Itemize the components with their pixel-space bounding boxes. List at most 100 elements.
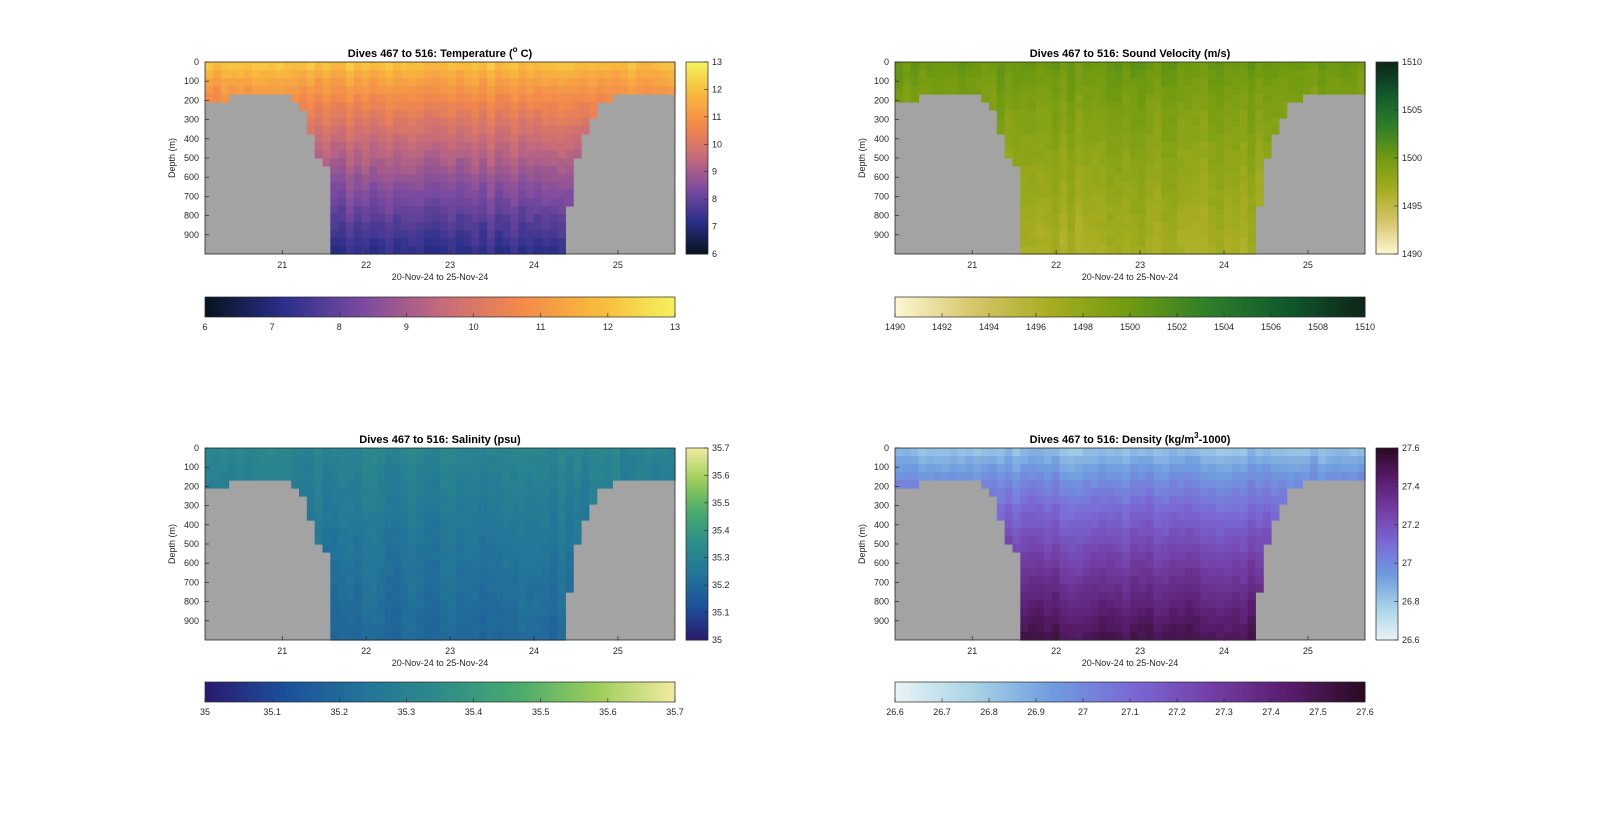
data-cell [330, 560, 339, 569]
data-cell [1106, 456, 1115, 465]
data-cell [424, 592, 433, 601]
data-cell [487, 158, 496, 167]
data-cell [588, 110, 598, 119]
data-cell [534, 512, 543, 521]
data-cell [1012, 118, 1021, 127]
data-cell [353, 456, 363, 465]
data-cell [541, 592, 551, 601]
data-cell [275, 464, 284, 473]
data-cell [377, 110, 386, 119]
colorbar-swatch [998, 682, 1004, 702]
data-cell [1184, 206, 1194, 215]
data-cell [455, 560, 465, 569]
data-cell [1137, 600, 1147, 609]
data-cell [440, 190, 449, 199]
data-cell [635, 464, 645, 473]
data-cell [1098, 150, 1108, 159]
data-cell [1114, 536, 1123, 545]
colorbar-swatch [1376, 630, 1398, 635]
data-cell [408, 206, 418, 215]
data-cell [494, 230, 504, 239]
data-cell [1161, 472, 1170, 481]
data-cell [479, 584, 488, 593]
data-cell [330, 158, 339, 167]
data-cell [361, 62, 371, 71]
colorbar-swatch [341, 297, 347, 317]
colorbar-swatch [984, 297, 990, 317]
data-cell [1106, 496, 1115, 505]
data-cell [1255, 456, 1264, 465]
data-cell [1153, 568, 1162, 577]
data-cell [651, 448, 660, 457]
data-cell [1286, 480, 1296, 489]
data-cell [1114, 78, 1123, 87]
data-cell [1325, 86, 1335, 95]
data-cell [949, 86, 959, 95]
data-cell [1137, 472, 1147, 481]
colorbar-swatch [686, 588, 708, 593]
colorbar-swatch [1376, 209, 1398, 213]
data-cell [1036, 102, 1045, 111]
colorbar-swatch [1376, 244, 1398, 249]
data-cell [1098, 190, 1108, 199]
data-cell [1192, 560, 1202, 569]
data-cell [1192, 102, 1202, 111]
colorbar-swatch [686, 448, 708, 452]
data-cell [1083, 126, 1092, 135]
colorbar-swatch [252, 682, 258, 702]
data-cell [471, 616, 480, 625]
data-cell [432, 552, 441, 561]
data-cell [494, 600, 504, 609]
data-cell [463, 608, 472, 617]
data-cell [416, 126, 425, 135]
colorbar-swatch [369, 682, 375, 702]
data-cell [385, 552, 394, 561]
data-cell [212, 94, 222, 103]
data-cell [651, 464, 660, 473]
data-cell [534, 246, 543, 255]
data-cell [330, 230, 339, 239]
data-cell [510, 230, 519, 239]
data-cell [322, 110, 331, 119]
colorbar-swatch [1376, 569, 1398, 574]
data-cell [228, 472, 237, 481]
data-cell [1208, 94, 1217, 103]
data-cell [573, 150, 582, 159]
data-cell [330, 198, 339, 207]
data-cell [1216, 584, 1225, 593]
data-cell [651, 472, 660, 481]
data-cell [1083, 182, 1092, 191]
data-cell [981, 78, 990, 87]
data-cell [549, 174, 559, 183]
data-cell [549, 488, 559, 497]
data-cell [1090, 198, 1100, 207]
data-cell [549, 472, 559, 481]
colorbar-swatch [1289, 297, 1295, 317]
colorbar-swatch [496, 682, 502, 702]
data-cell [1075, 632, 1084, 641]
colorbar-swatch [686, 90, 708, 95]
data-cell [1263, 134, 1272, 143]
data-cell [1114, 504, 1123, 513]
data-cell [1161, 126, 1170, 135]
colorbar-swatch [308, 297, 314, 317]
data-cell [236, 448, 245, 457]
data-cell [534, 552, 543, 561]
data-cell [1098, 568, 1108, 577]
data-cell [1114, 448, 1123, 457]
data-cell [1177, 246, 1186, 255]
y-tick-label: 500 [184, 153, 199, 163]
data-cell [1145, 86, 1155, 95]
data-cell [330, 182, 339, 191]
data-cell [393, 616, 402, 625]
data-cell [408, 182, 418, 191]
data-cell [934, 456, 943, 465]
data-cell [1012, 78, 1021, 87]
data-cell [408, 190, 418, 199]
data-cell [1075, 230, 1084, 239]
data-cell [510, 110, 519, 119]
data-cell [1036, 632, 1045, 641]
data-cell [385, 150, 394, 159]
data-cell [1231, 528, 1241, 537]
data-cell [1067, 448, 1076, 457]
